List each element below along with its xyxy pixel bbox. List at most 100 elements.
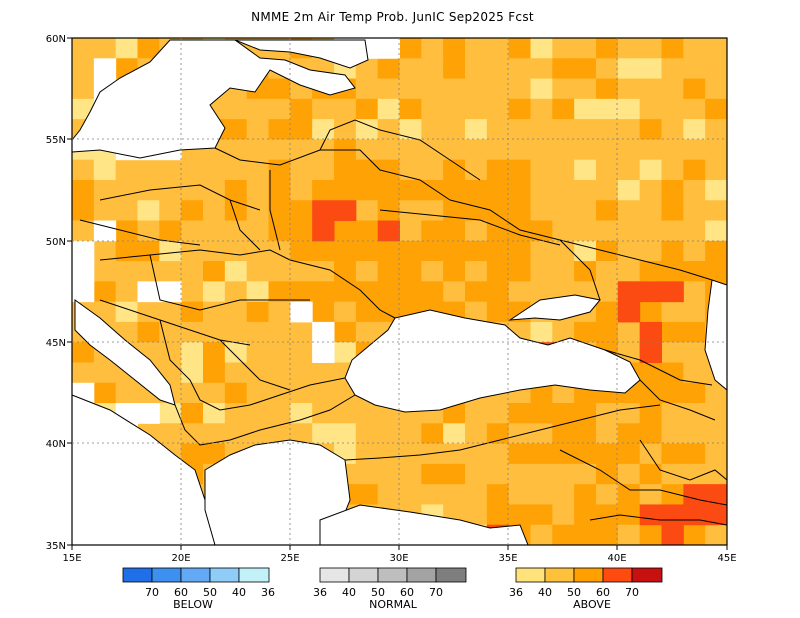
probability-cell — [334, 98, 357, 120]
probability-cell — [639, 58, 662, 80]
probability-cell — [683, 58, 706, 80]
probability-cell — [508, 240, 531, 262]
probability-cell — [596, 78, 619, 100]
probability-cell — [683, 321, 706, 343]
gulf-of-finland — [234, 39, 369, 69]
probability-cell — [486, 240, 510, 262]
probability-cell — [486, 119, 510, 140]
probability-cell — [552, 139, 575, 161]
probability-cell — [617, 220, 641, 242]
probability-cell — [683, 139, 706, 161]
probability-cell — [639, 382, 662, 404]
probability-cell — [508, 403, 531, 424]
probability-cell — [72, 200, 95, 222]
probability-cell — [530, 403, 553, 424]
probability-cell — [465, 504, 488, 526]
probability-cell — [93, 240, 117, 262]
probability-cell — [115, 261, 138, 282]
probability-cell — [465, 301, 488, 323]
probability-cell — [574, 119, 597, 140]
lat-label-50: 50N — [46, 237, 66, 248]
probability-cell — [181, 362, 204, 384]
probability-cell — [552, 261, 575, 282]
probability-cell — [290, 261, 313, 282]
probability-cell — [159, 159, 182, 181]
probability-cell — [486, 38, 510, 59]
probability-cell — [290, 200, 313, 222]
probability-cell-empty — [93, 220, 117, 242]
probability-cell — [268, 362, 291, 384]
probability-cell — [596, 281, 619, 303]
probability-cell — [224, 281, 248, 303]
probability-cell — [530, 261, 553, 282]
probability-cell — [574, 443, 597, 465]
probability-cell — [377, 240, 400, 262]
probability-cell-empty — [72, 240, 95, 262]
probability-cell-empty — [377, 38, 400, 59]
probability-cell — [465, 240, 488, 262]
probability-cell — [246, 179, 269, 201]
probability-cell — [93, 179, 117, 201]
probability-cell — [93, 382, 117, 404]
probability-cell — [596, 240, 619, 262]
probability-cell — [290, 423, 313, 445]
probability-cell — [72, 38, 95, 59]
probability-cell — [661, 443, 684, 465]
probability-cell — [639, 119, 662, 140]
probability-cell — [508, 504, 531, 526]
probability-cell — [159, 240, 182, 262]
probability-cell — [181, 220, 204, 242]
probability-cell — [181, 382, 204, 404]
probability-cell — [290, 342, 313, 363]
probability-cell — [334, 240, 357, 262]
probability-cell — [705, 524, 728, 546]
probability-cell — [705, 382, 728, 404]
probability-cell — [530, 38, 553, 59]
probability-cell-hot — [705, 484, 728, 505]
probability-cell — [268, 403, 291, 424]
probability-cell-empty — [72, 261, 95, 282]
probability-cell — [224, 139, 248, 161]
probability-cell — [115, 200, 138, 222]
lon-label-45: 45E — [717, 553, 736, 564]
probability-cell — [290, 362, 313, 384]
probability-cell — [312, 240, 335, 262]
probability-cell — [574, 403, 597, 424]
probability-cell — [639, 443, 662, 465]
sea-areas — [71, 39, 728, 546]
legend-below-swatch-4 — [209, 567, 240, 583]
lon-label-35: 35E — [498, 553, 517, 564]
probability-cell — [268, 200, 291, 222]
probability-cell — [355, 463, 379, 485]
probability-cell — [203, 362, 226, 384]
legend-normal-label-2: 40 — [342, 586, 356, 599]
probability-cell — [399, 443, 422, 465]
probability-cell-empty — [312, 342, 335, 363]
legend-normal-label-3: 50 — [371, 586, 385, 599]
probability-cell — [290, 403, 313, 424]
probability-cell — [72, 58, 95, 80]
probability-cell — [203, 382, 226, 404]
probability-cell — [486, 261, 510, 282]
probability-cell — [661, 159, 684, 181]
probability-cell — [203, 403, 226, 424]
probability-cell — [377, 281, 400, 303]
probability-cell — [552, 240, 575, 262]
probability-cell — [246, 342, 269, 363]
probability-cell — [465, 98, 488, 120]
probability-cell — [181, 423, 204, 445]
probability-cell — [334, 261, 357, 282]
probability-cell — [224, 159, 248, 181]
probability-cell — [530, 119, 553, 140]
probability-cell — [421, 220, 444, 242]
probability-cell — [574, 423, 597, 445]
probability-cell — [639, 403, 662, 424]
probability-cell — [115, 159, 138, 181]
probability-cell — [705, 261, 728, 282]
probability-cell — [137, 301, 160, 323]
probability-cell — [465, 38, 488, 59]
probability-cell — [312, 179, 335, 201]
probability-cell — [661, 179, 684, 201]
probability-cell — [508, 484, 531, 505]
